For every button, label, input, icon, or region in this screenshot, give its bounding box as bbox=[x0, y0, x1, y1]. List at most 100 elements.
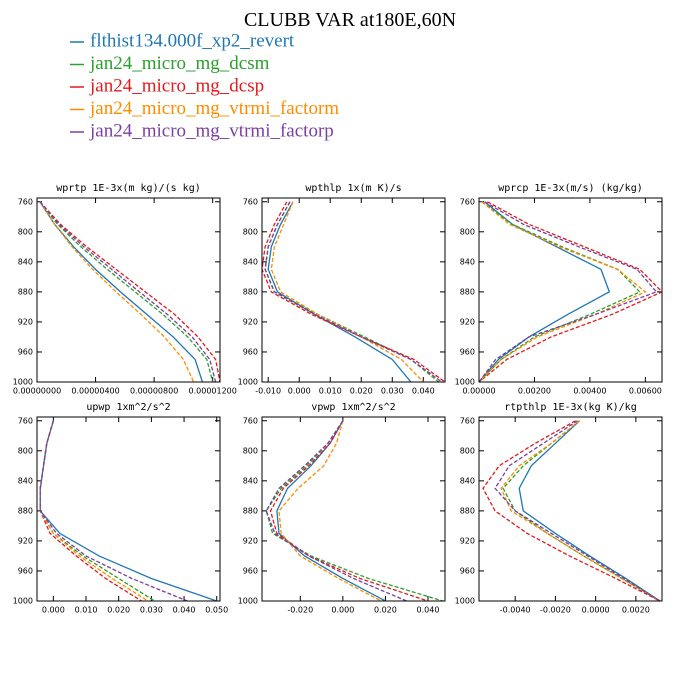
x-tick-label: 0.00600 bbox=[629, 387, 662, 396]
y-tick-label: 880 bbox=[243, 287, 258, 296]
x-tick-label: 0.010 bbox=[319, 387, 342, 396]
y-tick-label: 960 bbox=[18, 566, 33, 575]
panel-title: wpthlp 1x(m K)/s bbox=[305, 183, 401, 194]
x-tick-label: 0.000 bbox=[331, 606, 354, 615]
x-tick-label: 0.00000400 bbox=[71, 387, 119, 396]
y-tick-label: 840 bbox=[243, 476, 258, 485]
y-tick-label: 920 bbox=[243, 536, 258, 545]
profile-line bbox=[265, 420, 444, 601]
plot-frame bbox=[478, 197, 663, 383]
y-tick-label: 960 bbox=[460, 347, 475, 356]
panel-title: rtpthlp 1E-3x(kg K)/kg bbox=[504, 402, 636, 413]
y-tick-label: 800 bbox=[18, 446, 33, 455]
profile-line bbox=[276, 420, 386, 601]
profile-line bbox=[262, 201, 445, 382]
profile-line bbox=[265, 420, 407, 601]
x-tick-label: 0.00000800 bbox=[130, 387, 178, 396]
y-tick-label: 1000 bbox=[238, 378, 258, 387]
x-tick-label: 0.020 bbox=[374, 606, 397, 615]
x-tick-label: 0.050 bbox=[205, 606, 228, 615]
profile-line bbox=[500, 420, 661, 601]
profile-line bbox=[482, 420, 661, 601]
plot-frame bbox=[261, 416, 446, 602]
profile-line bbox=[39, 420, 149, 601]
x-tick-label: 0.030 bbox=[140, 606, 163, 615]
x-tick-label: 0.0020 bbox=[622, 606, 650, 615]
profile-line bbox=[518, 420, 661, 601]
x-tick-label: -0.010 bbox=[255, 387, 281, 396]
y-tick-label: 880 bbox=[243, 506, 258, 515]
profile-line bbox=[278, 420, 382, 601]
y-tick-label: 840 bbox=[243, 257, 258, 266]
x-tick-label: 0.010 bbox=[75, 606, 98, 615]
y-tick-label: 880 bbox=[18, 287, 33, 296]
y-tick-label: 800 bbox=[460, 446, 475, 455]
y-tick-label: 1000 bbox=[13, 597, 33, 606]
x-tick-label: 0.040 bbox=[173, 606, 196, 615]
y-tick-label: 920 bbox=[460, 317, 475, 326]
x-tick-label: 0.00001200 bbox=[189, 387, 237, 396]
panel-title: wprtp 1E-3x(m kg)/(s kg) bbox=[56, 183, 201, 194]
x-tick-label: 0.000 bbox=[42, 606, 65, 615]
profile-line bbox=[267, 201, 412, 382]
profile-line bbox=[39, 201, 220, 382]
legend-label: jan24_micro_mg_dcsm bbox=[89, 53, 270, 74]
x-tick-label: -0.020 bbox=[287, 606, 313, 615]
x-tick-label: 0.00000000 bbox=[13, 387, 61, 396]
y-tick-label: 800 bbox=[460, 227, 475, 236]
x-tick-label: -0.0040 bbox=[500, 606, 531, 615]
x-tick-label: 0.020 bbox=[350, 387, 373, 396]
x-tick-label: 0.040 bbox=[412, 387, 435, 396]
legend-label: jan24_micro_mg_vtrmi_factorm bbox=[89, 98, 339, 119]
profile-line bbox=[39, 201, 217, 382]
y-tick-label: 920 bbox=[243, 317, 258, 326]
y-tick-label: 840 bbox=[460, 476, 475, 485]
plot-frame bbox=[36, 197, 221, 383]
y-tick-label: 960 bbox=[460, 566, 475, 575]
y-tick-label: 760 bbox=[460, 197, 475, 206]
x-tick-label: 0.000 bbox=[288, 387, 311, 396]
plot-frame bbox=[261, 197, 446, 383]
profile-line bbox=[39, 201, 195, 382]
y-tick-label: 760 bbox=[18, 416, 33, 425]
plot-frame bbox=[36, 416, 221, 602]
legend-label: jan24_micro_mg_dcsp bbox=[89, 75, 264, 96]
y-tick-label: 1000 bbox=[13, 378, 33, 387]
y-tick-label: 840 bbox=[18, 476, 33, 485]
y-tick-label: 1000 bbox=[455, 597, 475, 606]
y-tick-label: 920 bbox=[460, 536, 475, 545]
y-tick-label: 880 bbox=[460, 506, 475, 515]
x-tick-label: 0.0000 bbox=[582, 606, 610, 615]
profile-line bbox=[264, 201, 440, 382]
y-tick-label: 760 bbox=[243, 416, 258, 425]
x-tick-label: 0.030 bbox=[381, 387, 404, 396]
y-tick-label: 760 bbox=[460, 416, 475, 425]
y-tick-label: 960 bbox=[243, 347, 258, 356]
x-tick-label: 0.00000 bbox=[462, 387, 495, 396]
profile-line bbox=[270, 201, 424, 382]
x-tick-label: -0.0020 bbox=[540, 606, 571, 615]
profile-line bbox=[39, 420, 142, 601]
panel-title: upwp 1xm^2/s^2 bbox=[86, 402, 170, 413]
y-tick-label: 920 bbox=[18, 536, 33, 545]
y-tick-label: 800 bbox=[243, 446, 258, 455]
profile-line bbox=[479, 201, 662, 382]
y-tick-label: 840 bbox=[460, 257, 475, 266]
legend-label: jan24_micro_mg_vtrmi_factorp bbox=[89, 120, 334, 141]
plot-frame bbox=[478, 416, 663, 602]
profile-line bbox=[494, 420, 661, 601]
profile-line bbox=[39, 420, 155, 601]
y-tick-label: 800 bbox=[18, 227, 33, 236]
y-tick-label: 800 bbox=[243, 227, 258, 236]
y-tick-label: 1000 bbox=[238, 597, 258, 606]
y-tick-label: 920 bbox=[18, 317, 33, 326]
y-tick-label: 960 bbox=[18, 347, 33, 356]
y-tick-label: 760 bbox=[243, 197, 258, 206]
y-tick-label: 1000 bbox=[455, 378, 475, 387]
profile-line bbox=[479, 201, 647, 382]
profile-line bbox=[39, 201, 214, 382]
y-tick-label: 840 bbox=[18, 257, 33, 266]
x-tick-label: 0.00200 bbox=[518, 387, 551, 396]
y-tick-label: 960 bbox=[243, 566, 258, 575]
